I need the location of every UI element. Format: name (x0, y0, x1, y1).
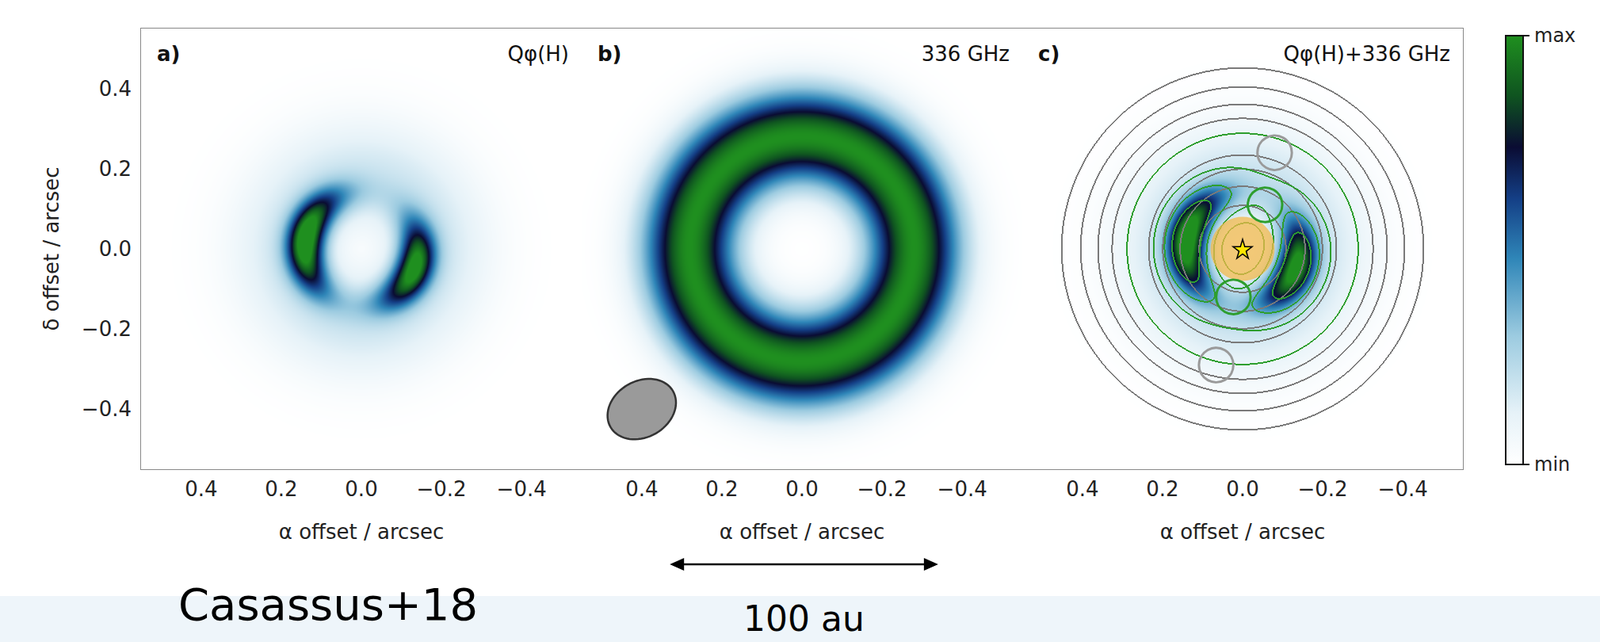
svg-text:0.2: 0.2 (264, 477, 298, 501)
svg-text:b): b) (597, 42, 623, 66)
svg-text:0.4: 0.4 (184, 477, 218, 501)
svg-text:0.2: 0.2 (705, 477, 738, 501)
svg-text:−0.2: −0.2 (416, 477, 467, 501)
svg-text:0.0: 0.0 (344, 477, 378, 501)
svg-text:Qφ(H)+336 GHz: Qφ(H)+336 GHz (1283, 42, 1451, 66)
svg-text:−0.4: −0.4 (937, 477, 988, 501)
svg-text:Casassus+18: Casassus+18 (178, 578, 478, 631)
svg-text:100 au: 100 au (743, 598, 865, 639)
svg-text:max: max (1534, 24, 1576, 47)
svg-text:0.2: 0.2 (99, 156, 132, 181)
svg-text:α offset / arcsec: α offset / arcsec (1160, 519, 1326, 544)
svg-text:−0.2: −0.2 (857, 477, 908, 501)
svg-text:0.4: 0.4 (99, 76, 132, 101)
svg-text:−0.2: −0.2 (81, 316, 132, 341)
svg-text:α offset / arcsec: α offset / arcsec (719, 519, 885, 544)
svg-text:0.0: 0.0 (99, 236, 132, 261)
svg-text:−0.4: −0.4 (1378, 477, 1429, 501)
svg-text:min: min (1534, 453, 1570, 476)
svg-text:0.0: 0.0 (1225, 477, 1259, 501)
svg-text:a): a) (156, 42, 180, 66)
svg-text:Qφ(H): Qφ(H) (507, 42, 569, 66)
svg-text:−0.4: −0.4 (81, 397, 132, 421)
svg-text:−0.4: −0.4 (496, 477, 547, 501)
svg-text:c): c) (1038, 42, 1060, 66)
svg-text:0.0: 0.0 (785, 477, 818, 501)
svg-text:0.2: 0.2 (1145, 477, 1179, 501)
svg-text:δ offset / arcsec: δ offset / arcsec (39, 166, 64, 331)
svg-text:0.4: 0.4 (1065, 477, 1099, 501)
svg-text:α offset / arcsec: α offset / arcsec (278, 519, 444, 544)
svg-text:0.4: 0.4 (625, 477, 658, 501)
svg-text:336 GHz: 336 GHz (921, 42, 1010, 66)
svg-text:−0.2: −0.2 (1298, 477, 1348, 501)
